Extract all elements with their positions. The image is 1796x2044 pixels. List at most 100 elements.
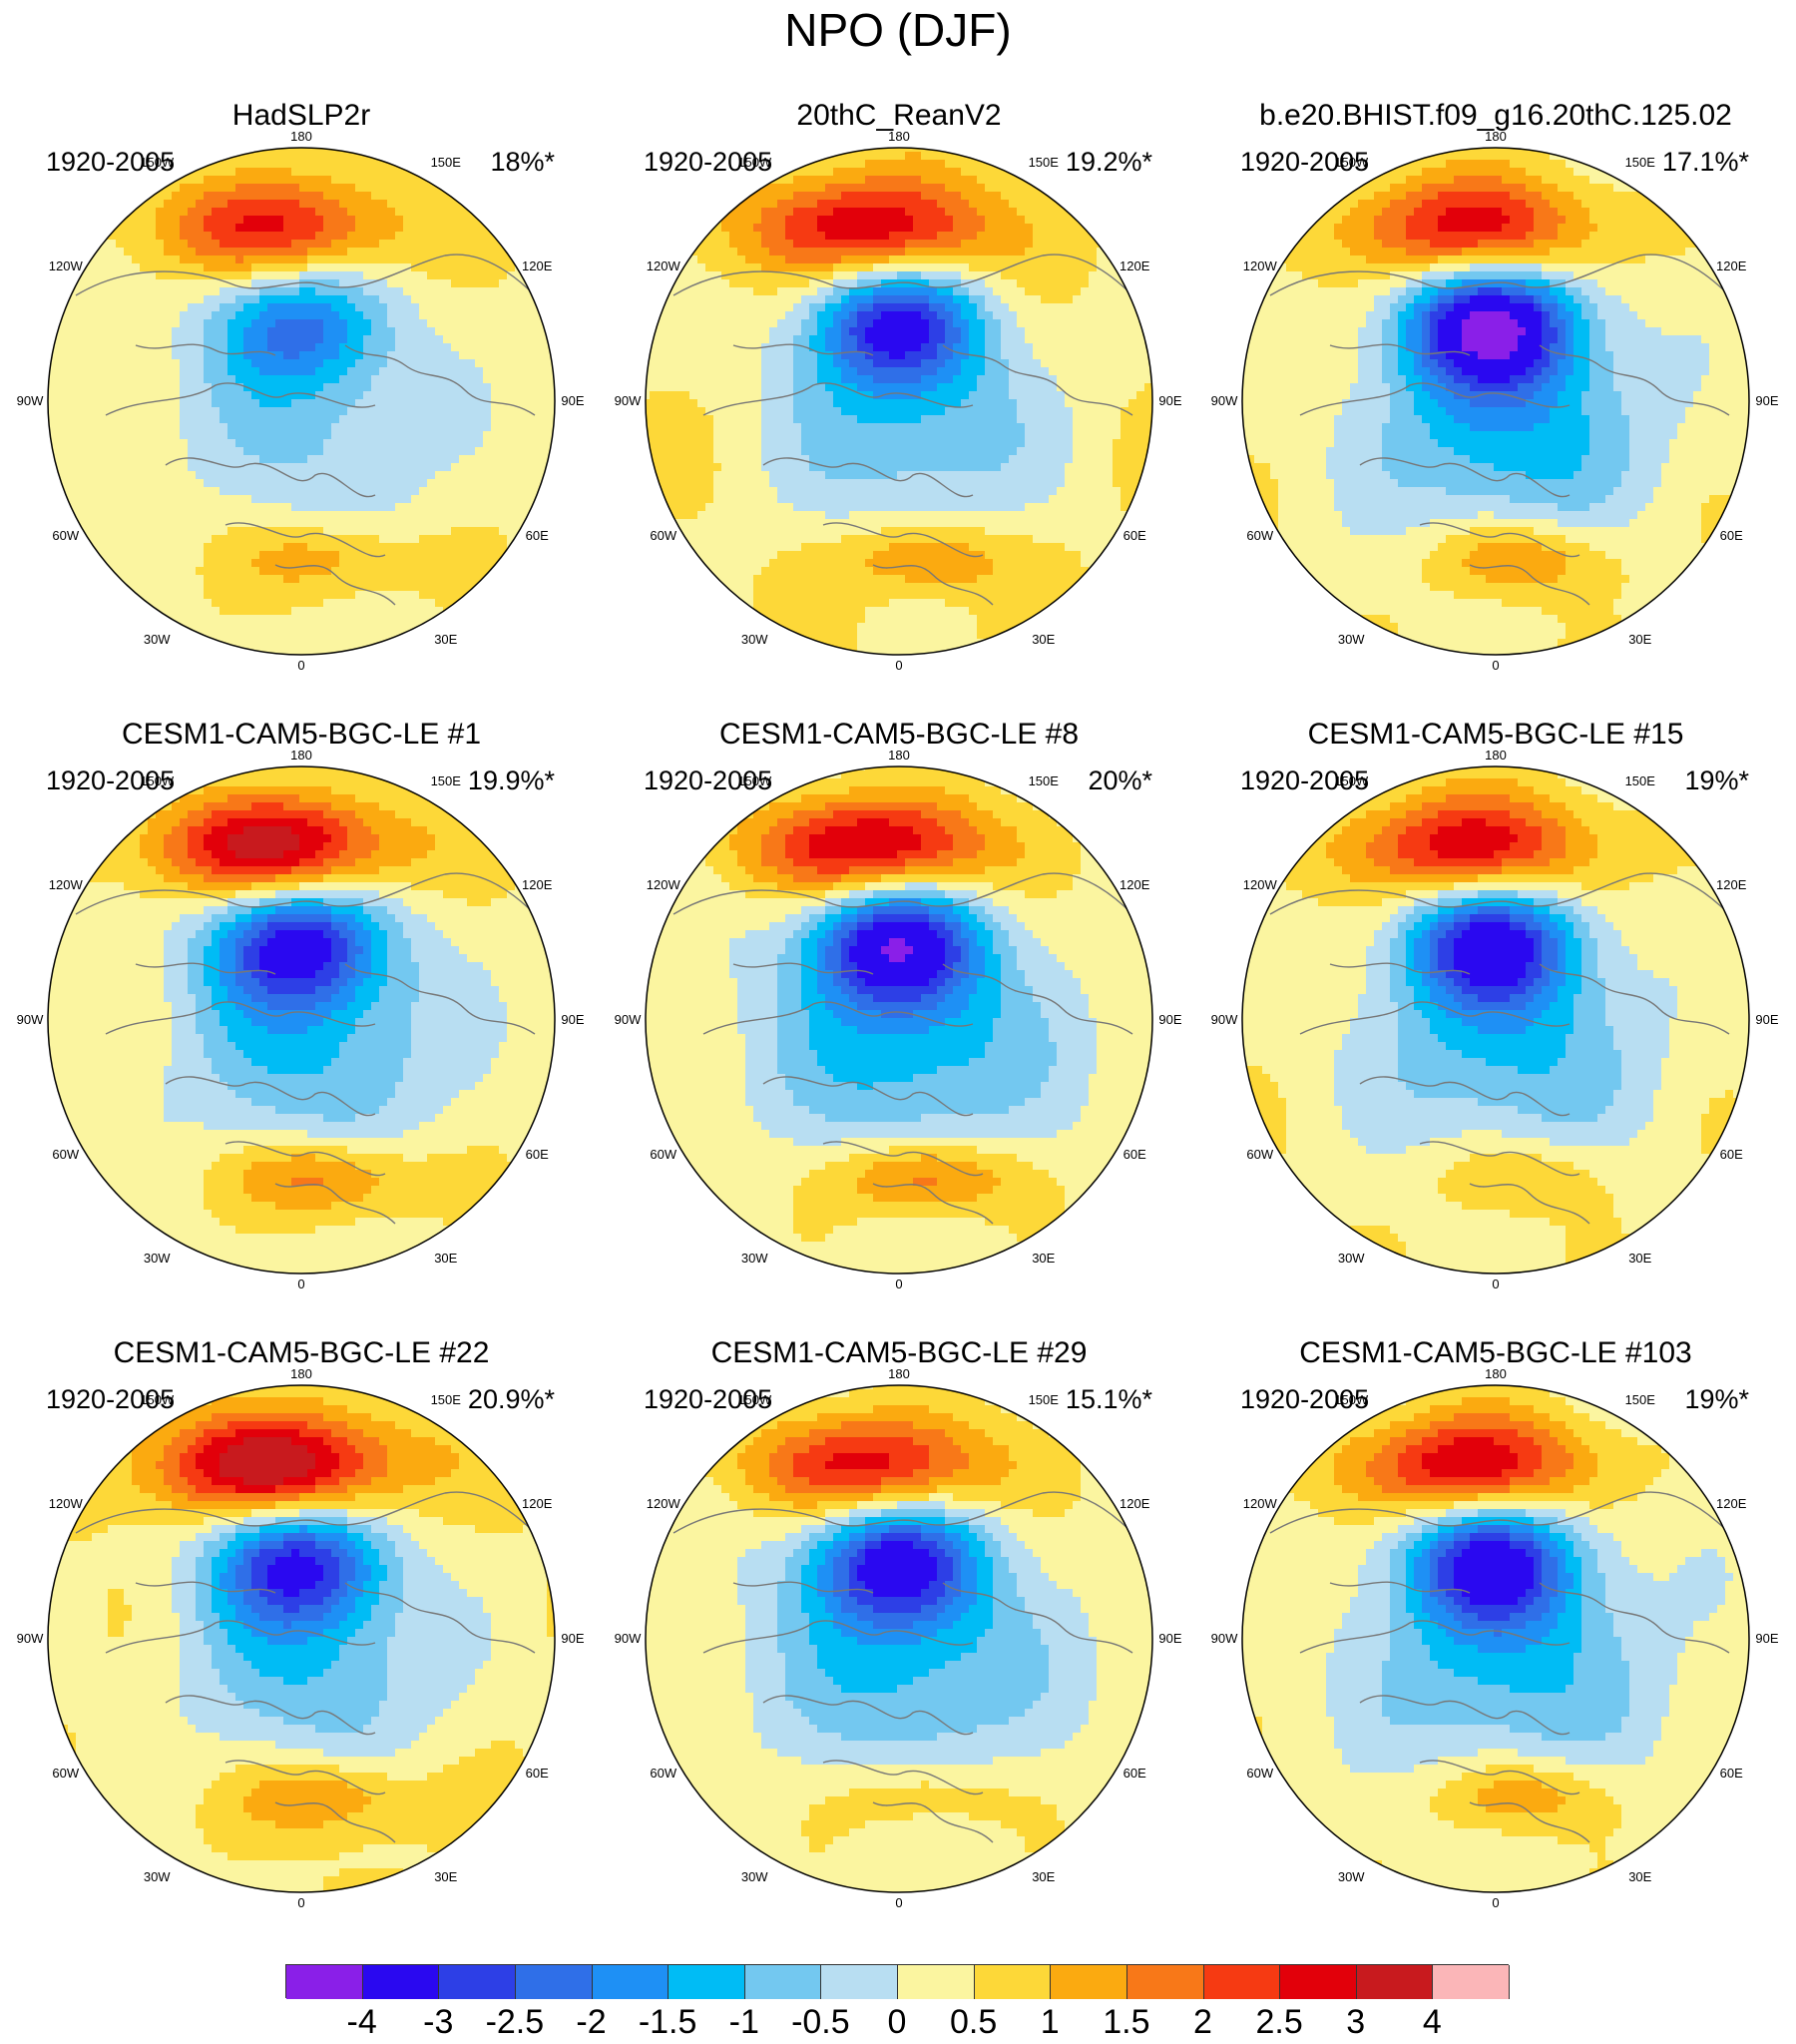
panel-period: 1920-2005 (1240, 146, 1369, 178)
longitude-label: 180 (869, 129, 929, 144)
panel-variance-explained: 17.1%* (1629, 146, 1749, 178)
colorbar-swatch (1433, 1965, 1510, 1999)
panel-variance-explained: 19.9%* (435, 765, 555, 796)
colorbar-swatch (592, 1965, 670, 1999)
pressure-anomaly-field (646, 148, 1152, 655)
map-outline (47, 766, 556, 1275)
coastlines (673, 1491, 1133, 1843)
colorbar-swatch (1203, 1965, 1281, 1999)
panel-variance-explained: 19.2%* (1033, 146, 1152, 178)
longitude-label: 150E (416, 1392, 476, 1407)
longitude-label: 150W (1321, 1392, 1381, 1407)
longitude-label: 60E (507, 1766, 567, 1781)
longitude-label: 30E (1014, 1869, 1074, 1884)
longitude-label: 90W (1194, 1631, 1254, 1646)
map-outline (47, 1384, 556, 1893)
longitude-label: 30E (1610, 1251, 1670, 1266)
longitude-label: 90E (1737, 393, 1796, 408)
longitude-label: 120E (1105, 258, 1164, 273)
colorbar-swatch (362, 1965, 440, 1999)
colorbar-tick-label: 3 (1321, 2002, 1391, 2042)
longitude-label: 180 (271, 129, 331, 144)
colorbar-swatch (1356, 1965, 1434, 1999)
panel-title: CESM1-CAM5-BGC-LE #22 (2, 1335, 601, 1371)
longitude-label: 150E (1610, 1392, 1670, 1407)
longitude-label: 120W (36, 1496, 96, 1511)
longitude-label: 30W (127, 632, 187, 647)
longitude-label: 60E (1105, 1147, 1164, 1162)
longitude-label: 120E (1701, 1496, 1761, 1511)
longitude-label: 150W (1321, 773, 1381, 788)
longitude-label: 60E (1701, 528, 1761, 543)
longitude-label: 60W (634, 528, 693, 543)
longitude-label: 90E (1140, 1012, 1200, 1027)
map-outline (645, 147, 1153, 656)
longitude-label: 120E (1701, 877, 1761, 892)
longitude-label: 150E (1014, 1392, 1074, 1407)
panel-period: 1920-2005 (644, 765, 772, 796)
longitude-label: 90E (543, 393, 603, 408)
longitude-label: 90W (0, 1012, 60, 1027)
longitude-label: 150W (724, 773, 784, 788)
colorbar-tick-label: 0 (862, 2002, 932, 2042)
longitude-label: 0 (271, 658, 331, 673)
longitude-label: 30W (724, 632, 784, 647)
longitude-label: 90W (0, 393, 60, 408)
colorbar-swatch (821, 1965, 898, 1999)
longitude-label: 60W (36, 528, 96, 543)
colorbar-tick-label: -3 (403, 2002, 473, 2042)
longitude-label: 60E (1105, 1766, 1164, 1781)
colorbar-swatch (898, 1965, 975, 1999)
colorbar-swatch (974, 1965, 1052, 1999)
panel-period: 1920-2005 (46, 1383, 175, 1415)
longitude-label: 0 (271, 1895, 331, 1910)
longitude-label: 60W (1230, 528, 1290, 543)
pressure-anomaly-field (646, 1385, 1152, 1892)
longitude-label: 60E (507, 528, 567, 543)
longitude-label: 180 (271, 1366, 331, 1381)
polar-map (1241, 147, 1750, 656)
longitude-label: 60E (1701, 1766, 1761, 1781)
panel-variance-explained: 19%* (1629, 765, 1749, 796)
longitude-label: 90W (0, 1631, 60, 1646)
longitude-label: 30W (127, 1251, 187, 1266)
longitude-label: 30W (724, 1869, 784, 1884)
coastlines (1269, 1491, 1730, 1843)
longitude-label: 180 (1466, 1366, 1526, 1381)
polar-map (47, 1384, 556, 1893)
longitude-label: 30E (1610, 632, 1670, 647)
panel-title: CESM1-CAM5-BGC-LE #29 (600, 1335, 1198, 1371)
panel-title: HadSLP2r (2, 98, 601, 134)
panel-variance-explained: 20.9%* (435, 1383, 555, 1415)
longitude-label: 0 (1466, 1895, 1526, 1910)
longitude-label: 150E (416, 155, 476, 170)
panel-variance-explained: 20%* (1033, 765, 1152, 796)
longitude-label: 120E (1105, 877, 1164, 892)
longitude-label: 90E (1140, 1631, 1200, 1646)
longitude-label: 90W (598, 393, 658, 408)
longitude-label: 150E (1610, 155, 1670, 170)
polar-map (1241, 1384, 1750, 1893)
polar-map (47, 147, 556, 656)
longitude-label: 30W (1321, 632, 1381, 647)
colorbar-swatch (1051, 1965, 1127, 1999)
longitude-label: 120W (634, 877, 693, 892)
map-outline (645, 1384, 1153, 1893)
longitude-label: 60E (1701, 1147, 1761, 1162)
longitude-label: 90W (1194, 393, 1254, 408)
colorbar-tick-label: -4 (327, 2002, 397, 2042)
longitude-label: 150W (127, 773, 187, 788)
longitude-label: 120W (36, 877, 96, 892)
panel-variance-explained: 19%* (1629, 1383, 1749, 1415)
longitude-label: 0 (1466, 658, 1526, 673)
longitude-label: 150E (1610, 773, 1670, 788)
colorbar-swatch (1126, 1965, 1204, 1999)
panel-title: CESM1-CAM5-BGC-LE #15 (1196, 717, 1795, 753)
panel-title: b.e20.BHIST.f09_g16.20thC.125.02 (1196, 98, 1795, 134)
longitude-label: 60W (634, 1766, 693, 1781)
longitude-label: 180 (1466, 129, 1526, 144)
longitude-label: 150E (1014, 155, 1074, 170)
longitude-label: 0 (869, 1895, 929, 1910)
colorbar-tick-label: -2 (557, 2002, 627, 2042)
